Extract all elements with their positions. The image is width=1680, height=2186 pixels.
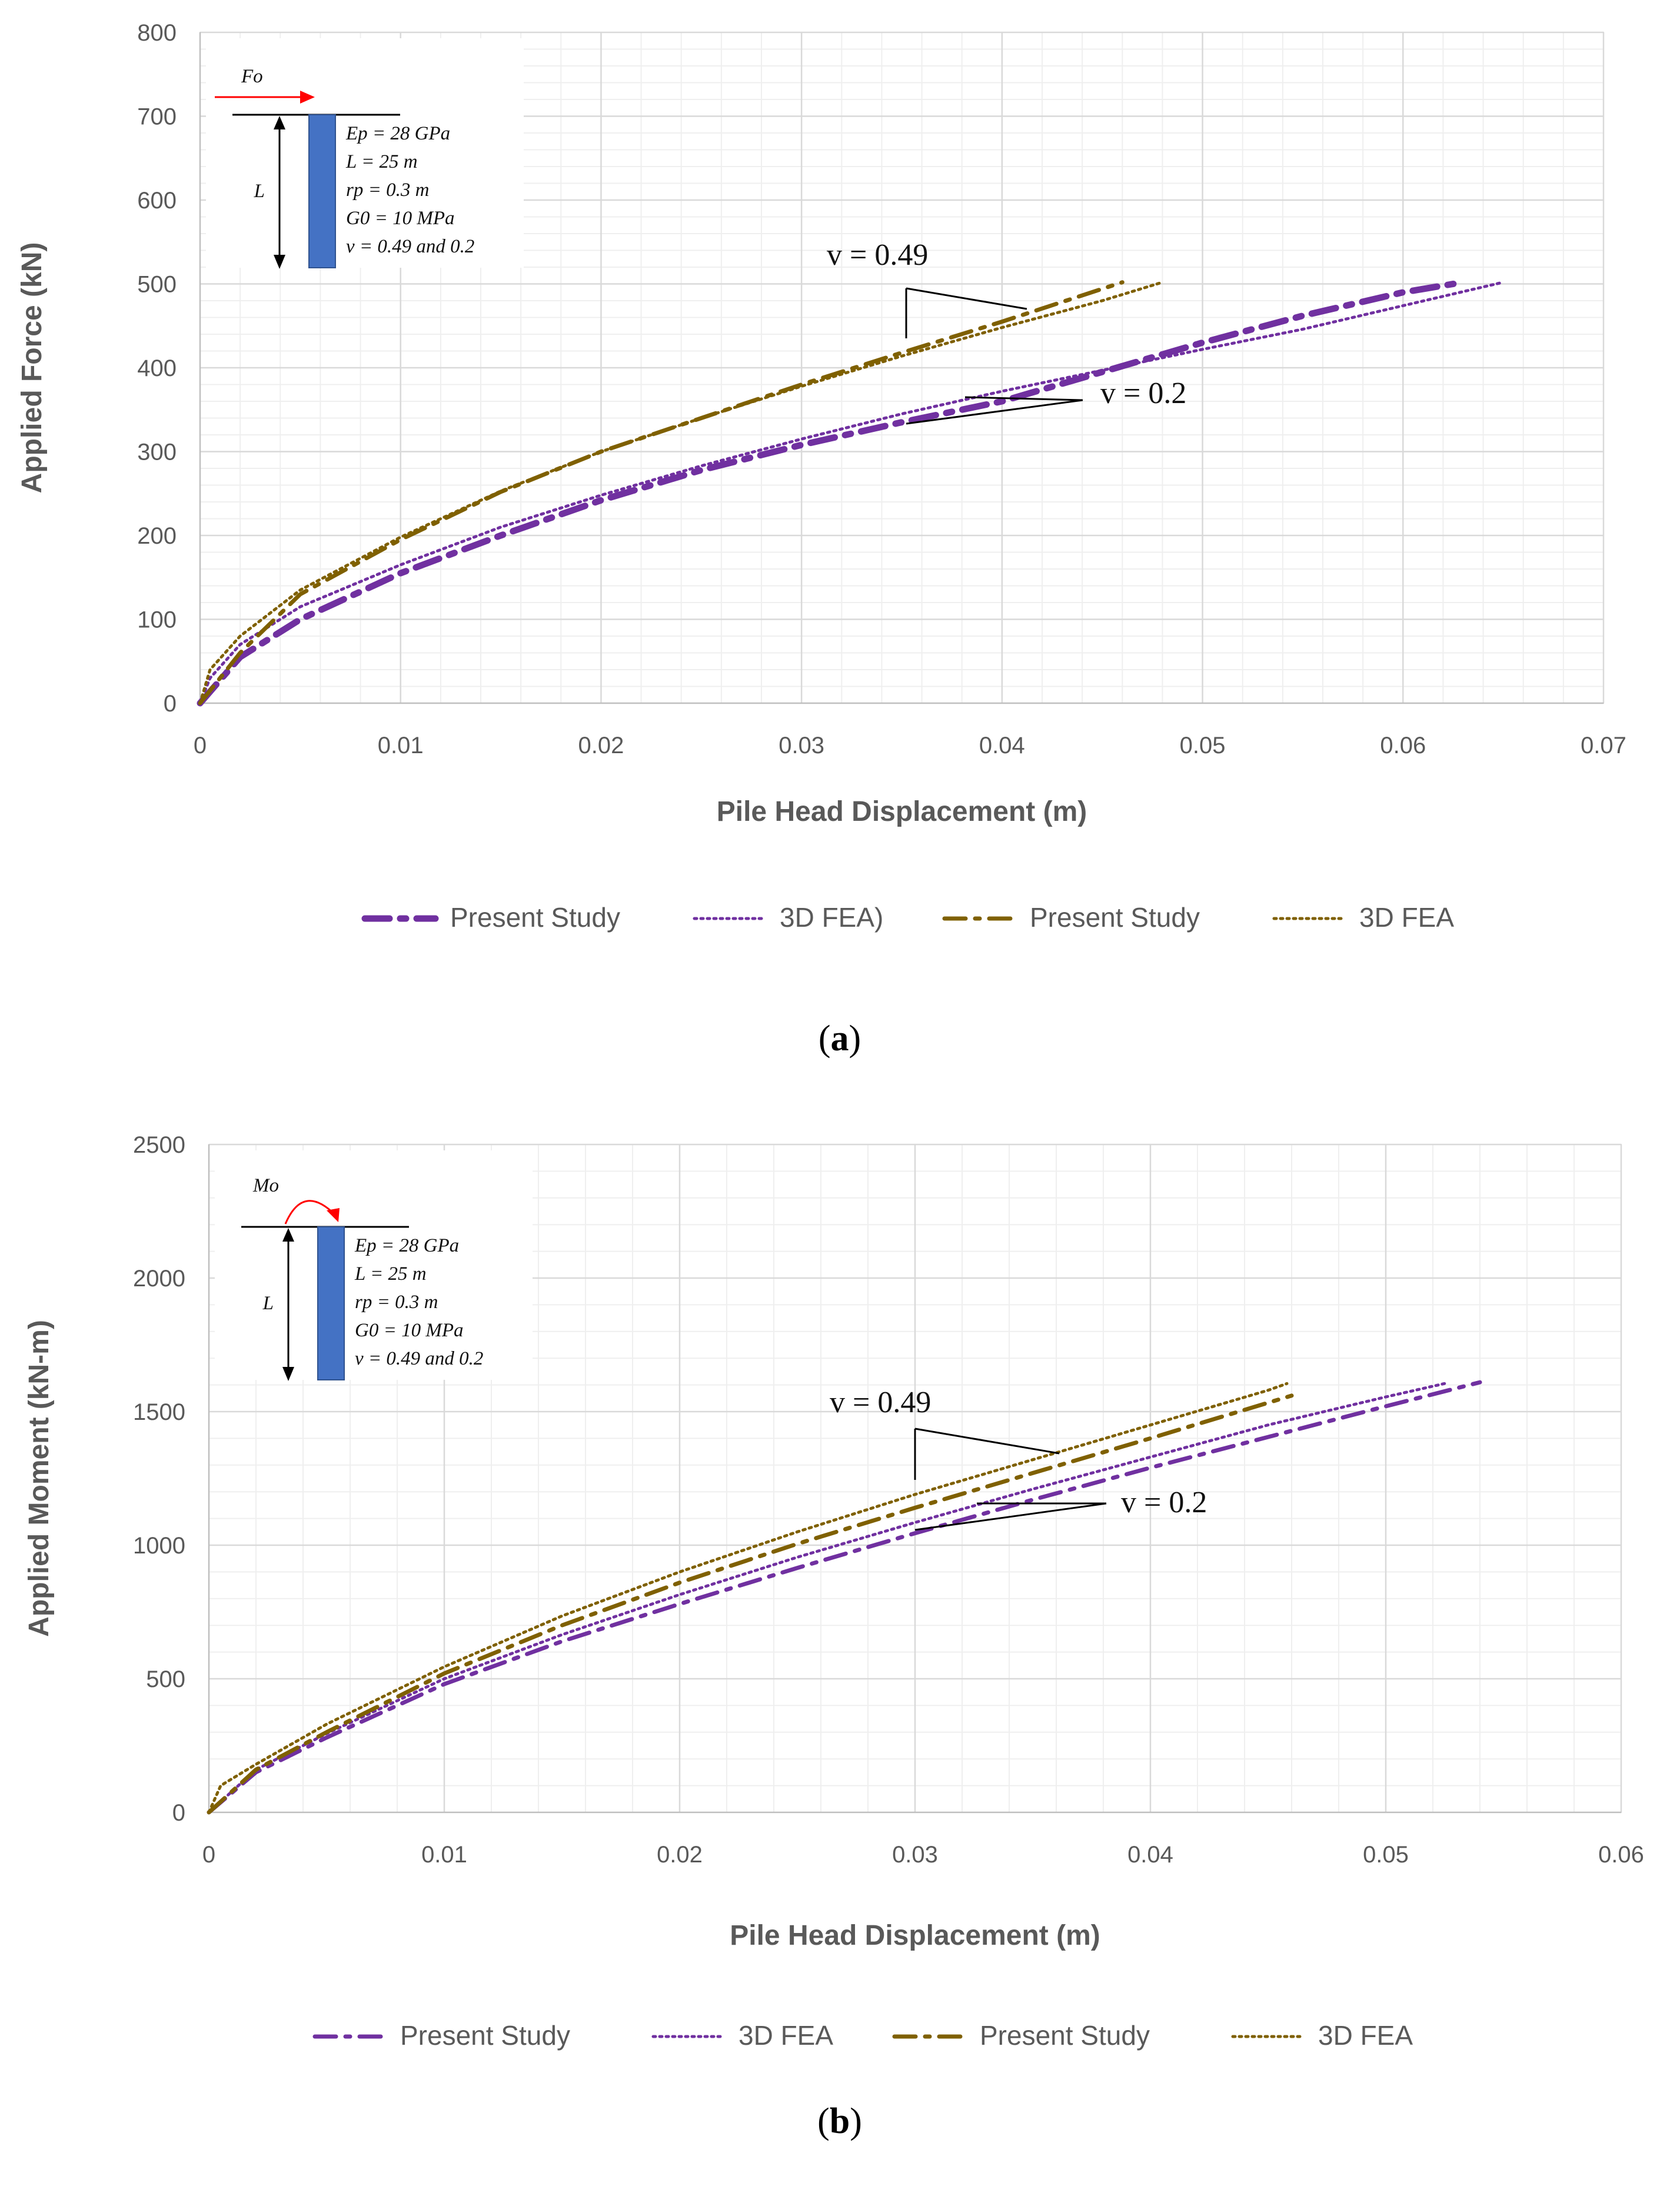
y-tick-label: 700 bbox=[137, 104, 177, 130]
y-tick-label: 500 bbox=[146, 1666, 185, 1692]
series-line-2 bbox=[198, 281, 1505, 705]
legend-label-3: Present Study bbox=[1030, 902, 1200, 933]
inset-parameter: v = 0.49 and 0.2 bbox=[346, 236, 474, 257]
inset-parameter: G0 = 10 MPa bbox=[355, 1320, 464, 1341]
x-tick-label: 0.05 bbox=[1363, 1842, 1409, 1868]
length-arrowhead-up bbox=[282, 1228, 294, 1242]
series-line-1 bbox=[207, 1380, 1482, 1815]
inset-background bbox=[206, 38, 524, 268]
x-tick-label: 0.06 bbox=[1380, 733, 1426, 758]
x-tick-label: 0.04 bbox=[1127, 1842, 1173, 1868]
load-label: Mo bbox=[252, 1175, 279, 1196]
length-arrowhead-down bbox=[282, 1367, 294, 1381]
pile-inset: L Fo Ep = 28 GPa L = 25 m rp = 0.3 m G0 = 10 … bbox=[206, 38, 524, 269]
x-tick-label: 0.01 bbox=[421, 1842, 467, 1868]
legend: Present Study 3D FEA) Present Study 3D FEA bbox=[361, 902, 1454, 933]
x-tick-label: 0 bbox=[202, 1842, 215, 1868]
y-tick-label: 2000 bbox=[133, 1266, 185, 1292]
panel-label: (b) bbox=[817, 2101, 862, 2141]
panel-label-close: ) bbox=[849, 1019, 861, 1059]
length-arrowhead-down bbox=[274, 255, 285, 269]
panel-label: (a) bbox=[819, 1019, 861, 1059]
panel-label-close: ) bbox=[850, 2101, 862, 2141]
series-line-4 bbox=[207, 1382, 1289, 1814]
inset-parameter: L = 25 m bbox=[354, 1263, 427, 1285]
x-tick-label: 0.02 bbox=[657, 1842, 703, 1868]
x-tick-label: 0.03 bbox=[892, 1842, 938, 1868]
chart-panel-b: 0 0.01 0.02 0.03 0.04 0.05 0.06 0 500 1000 1500 200… bbox=[24, 1132, 1644, 2141]
y-tick-label: 400 bbox=[137, 355, 177, 381]
annotation-label: v = 0.49 bbox=[827, 238, 928, 272]
legend-label-1: Present Study bbox=[400, 2020, 570, 2051]
x-tick-label: 0.05 bbox=[1180, 733, 1226, 758]
annotation-label: v = 0.2 bbox=[1121, 1486, 1207, 1519]
series-line-4 bbox=[198, 281, 1164, 705]
legend-label-3: Present Study bbox=[980, 2020, 1150, 2051]
panel-label-letter: a bbox=[831, 1019, 849, 1059]
legend-label-4: 3D FEA bbox=[1359, 902, 1454, 933]
y-axis-title: Applied Moment (kN-m) bbox=[24, 1320, 55, 1637]
y-tick-label: 500 bbox=[137, 272, 177, 298]
x-tick-label: 0.03 bbox=[779, 733, 824, 758]
y-tick-label: 0 bbox=[172, 1800, 185, 1826]
pile-shaft bbox=[317, 1226, 345, 1380]
annotation-leader bbox=[914, 1502, 1107, 1531]
pile-inset: L Mo Ep = 28 GPa L = 25 m rp = 0.3 m G0 = 10 … bbox=[215, 1150, 533, 1381]
inset-parameter: rp = 0.3 m bbox=[346, 179, 429, 201]
length-label: L bbox=[254, 181, 265, 202]
panel-label-open: ( bbox=[819, 1019, 831, 1059]
load-label: Fo bbox=[241, 66, 263, 87]
x-tick-label: 0.01 bbox=[378, 733, 424, 758]
moment-arrow bbox=[284, 1200, 337, 1225]
y-tick-label: 1000 bbox=[133, 1533, 185, 1559]
y-tick-label: 200 bbox=[137, 523, 177, 549]
legend-label-4: 3D FEA bbox=[1318, 2020, 1413, 2051]
y-tick-label: 0 bbox=[164, 691, 177, 717]
chart-panel-a: 0 0.01 0.02 0.03 0.04 0.05 0.06 0.07 0 100 200 300 4… bbox=[16, 20, 1626, 1059]
y-tick-label: 800 bbox=[137, 20, 177, 46]
force-arrowhead bbox=[300, 91, 315, 104]
series-line-3 bbox=[207, 1393, 1294, 1815]
annotation-label: v = 0.49 bbox=[830, 1386, 931, 1419]
x-tick-label: 0.04 bbox=[979, 733, 1025, 758]
x-axis-title: Pile Head Displacement (m) bbox=[717, 796, 1087, 827]
inset-parameter: Ep = 28 GPa bbox=[354, 1235, 459, 1256]
annotation-leader bbox=[914, 1428, 1060, 1455]
inset-parameter: v = 0.49 and 0.2 bbox=[355, 1348, 483, 1369]
x-tick-label: 0.02 bbox=[578, 733, 624, 758]
length-label: L bbox=[262, 1293, 274, 1314]
legend-label-2: 3D FEA bbox=[738, 2020, 833, 2051]
inset-parameter: L = 25 m bbox=[345, 151, 418, 172]
y-tick-label: 2500 bbox=[133, 1132, 185, 1158]
inset-parameter: rp = 0.3 m bbox=[355, 1292, 438, 1313]
x-tick-label: 0 bbox=[194, 733, 207, 758]
x-tick-label: 0.06 bbox=[1598, 1842, 1644, 1868]
legend: Present Study 3D FEA Present Study 3D FEA bbox=[312, 2020, 1413, 2051]
panel-label-open: ( bbox=[817, 2101, 830, 2141]
x-axis-title: Pile Head Displacement (m) bbox=[730, 1920, 1100, 1951]
y-tick-label: 300 bbox=[137, 440, 177, 465]
annotation-leader bbox=[906, 399, 1083, 425]
y-tick-label: 100 bbox=[137, 607, 177, 633]
panel-label-letter: b bbox=[830, 2101, 850, 2141]
inset-background bbox=[215, 1150, 533, 1380]
y-tick-label: 600 bbox=[137, 188, 177, 214]
legend-label-1: Present Study bbox=[450, 902, 620, 933]
legend-label-2: 3D FEA) bbox=[780, 902, 883, 933]
y-tick-label: 1500 bbox=[133, 1399, 185, 1425]
length-arrowhead-up bbox=[274, 116, 285, 129]
annotation-leader bbox=[964, 396, 1083, 401]
inset-parameter: Ep = 28 GPa bbox=[345, 123, 450, 144]
major-gridlines bbox=[200, 31, 1605, 703]
pile-shaft bbox=[308, 114, 336, 268]
annotation-leader bbox=[906, 287, 1027, 310]
inset-parameter: G0 = 10 MPa bbox=[346, 208, 455, 229]
series-line-1 bbox=[197, 279, 1466, 707]
moment-arrowhead bbox=[327, 1208, 340, 1222]
annotation-label: v = 0.2 bbox=[1100, 377, 1186, 410]
x-tick-label: 0.07 bbox=[1581, 733, 1626, 758]
y-axis-title: Applied Force (kN) bbox=[16, 242, 48, 494]
